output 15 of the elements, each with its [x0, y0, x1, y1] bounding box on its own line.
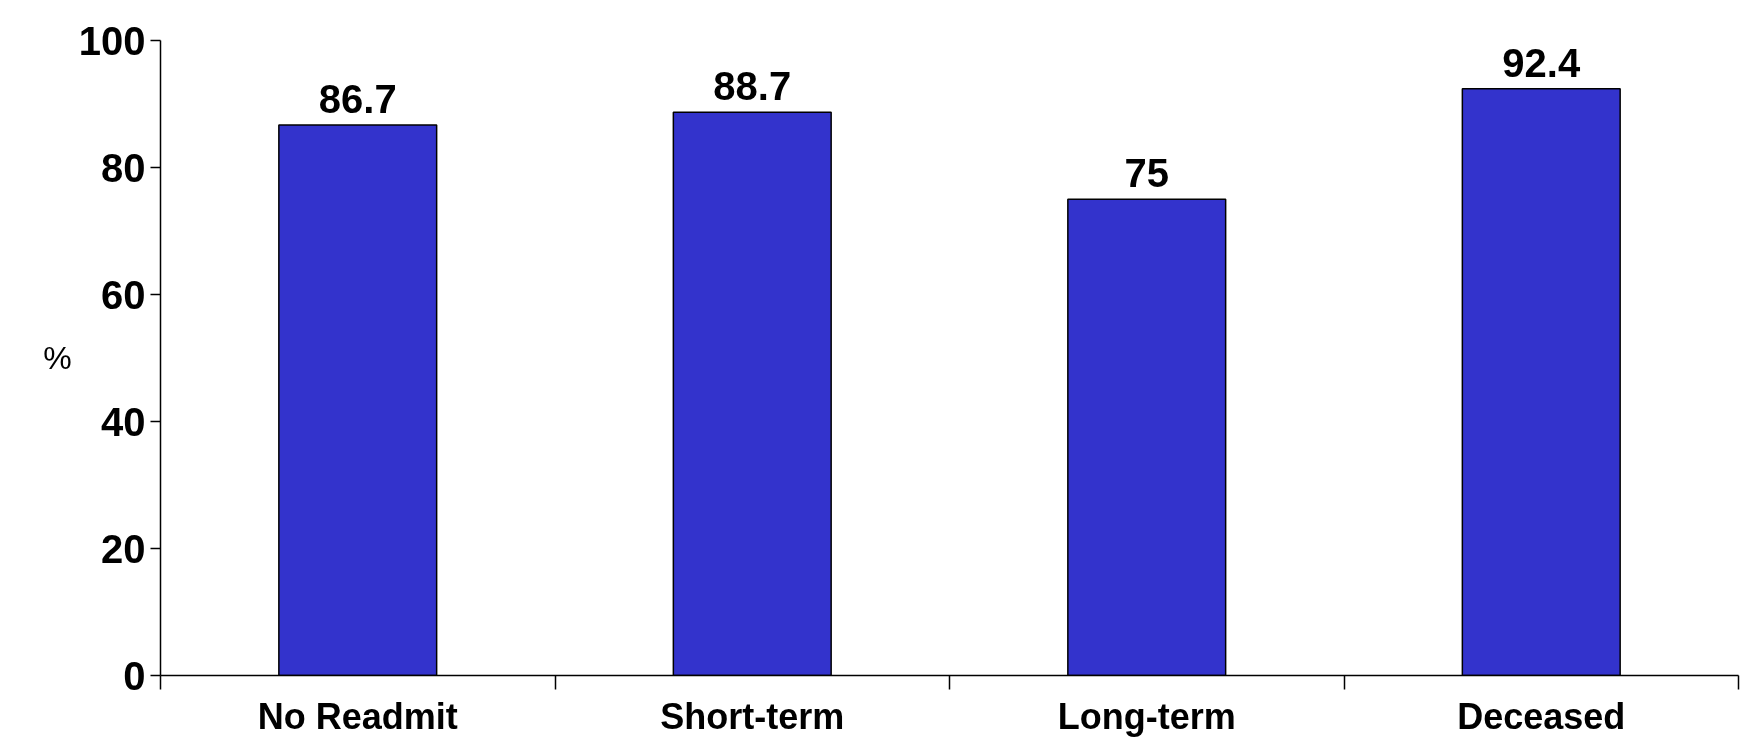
y-tick-label: 60	[101, 272, 146, 317]
data-label: 75	[1124, 151, 1169, 196]
x-tick-label: Deceased	[1457, 695, 1626, 737]
y-axis-title: %	[43, 340, 72, 376]
data-label: 86.7	[318, 76, 397, 121]
x-tick-label: No Readmit	[257, 695, 458, 737]
x-tick-label: Long-term	[1057, 695, 1236, 737]
y-tick-label: 80	[101, 145, 146, 190]
y-tick-label: 100	[78, 18, 146, 63]
data-label: 88.7	[713, 64, 792, 109]
y-tick-label: 20	[101, 526, 146, 571]
data-label: 92.4	[1502, 40, 1581, 85]
y-tick-label: 40	[101, 399, 146, 444]
x-tick-label: Short-term	[660, 695, 845, 737]
y-tick-label: 0	[123, 653, 146, 698]
